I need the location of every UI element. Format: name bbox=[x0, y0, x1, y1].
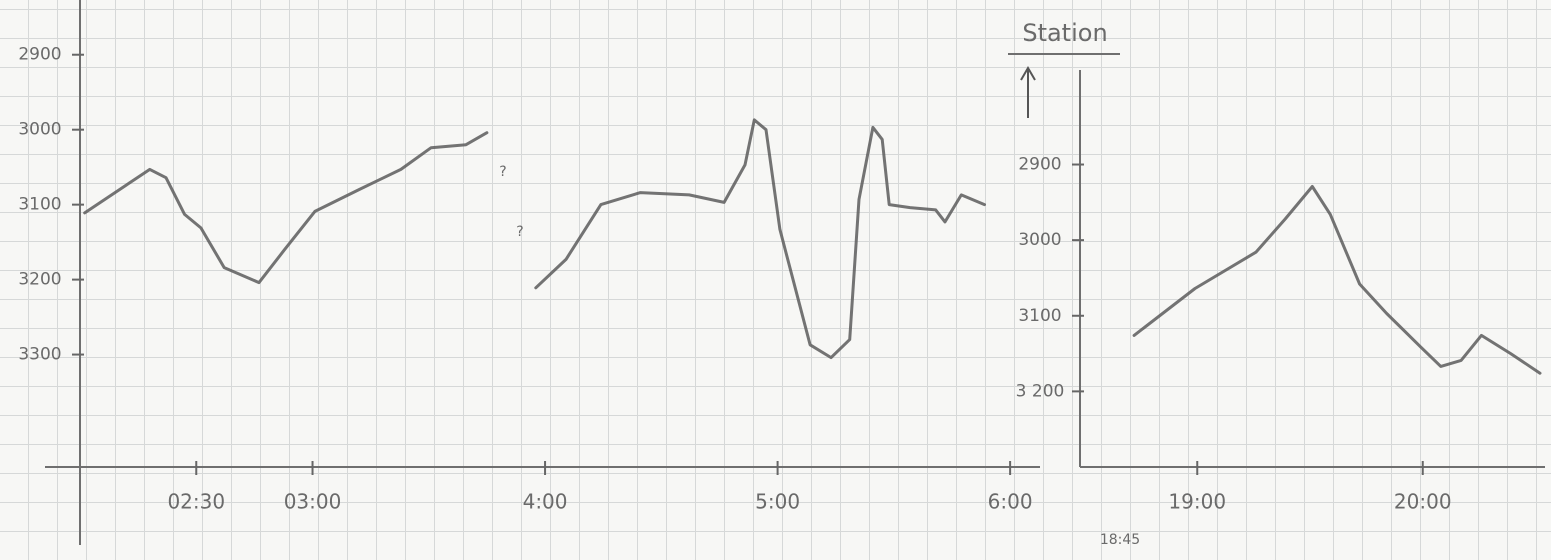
arrow bbox=[1020, 66, 1036, 118]
x-tick-label: 4:00 bbox=[523, 490, 568, 514]
x-tick-label: 6:00 bbox=[988, 490, 1033, 514]
y-tick-label: 3000 bbox=[1018, 230, 1061, 250]
x-tick-label: 5:00 bbox=[755, 490, 800, 514]
data-line bbox=[1132, 185, 1542, 375]
y-tick-label: 3 200 bbox=[1016, 381, 1065, 401]
x-tick-label: 20:00 bbox=[1394, 490, 1452, 514]
x-tick-label: 02:30 bbox=[167, 490, 225, 514]
y-tick-label: 3100 bbox=[1018, 306, 1061, 326]
y-tick-label: 3000 bbox=[18, 120, 61, 140]
chart-title: Station bbox=[1022, 19, 1107, 47]
y-tick-label: 3200 bbox=[18, 270, 61, 290]
annotation: ? bbox=[499, 164, 506, 180]
y-tick-label: 2900 bbox=[1018, 155, 1061, 175]
x-tick-label: 19:00 bbox=[1168, 490, 1226, 514]
y-tick-label: 2900 bbox=[18, 45, 61, 65]
y-tick-label: 3100 bbox=[18, 195, 61, 215]
annotation: ? bbox=[516, 224, 523, 240]
x-tick-label: 03:00 bbox=[284, 490, 342, 514]
data-line bbox=[83, 118, 986, 360]
annotation: 18:45 bbox=[1100, 532, 1140, 548]
y-tick-label: 3300 bbox=[18, 345, 61, 365]
